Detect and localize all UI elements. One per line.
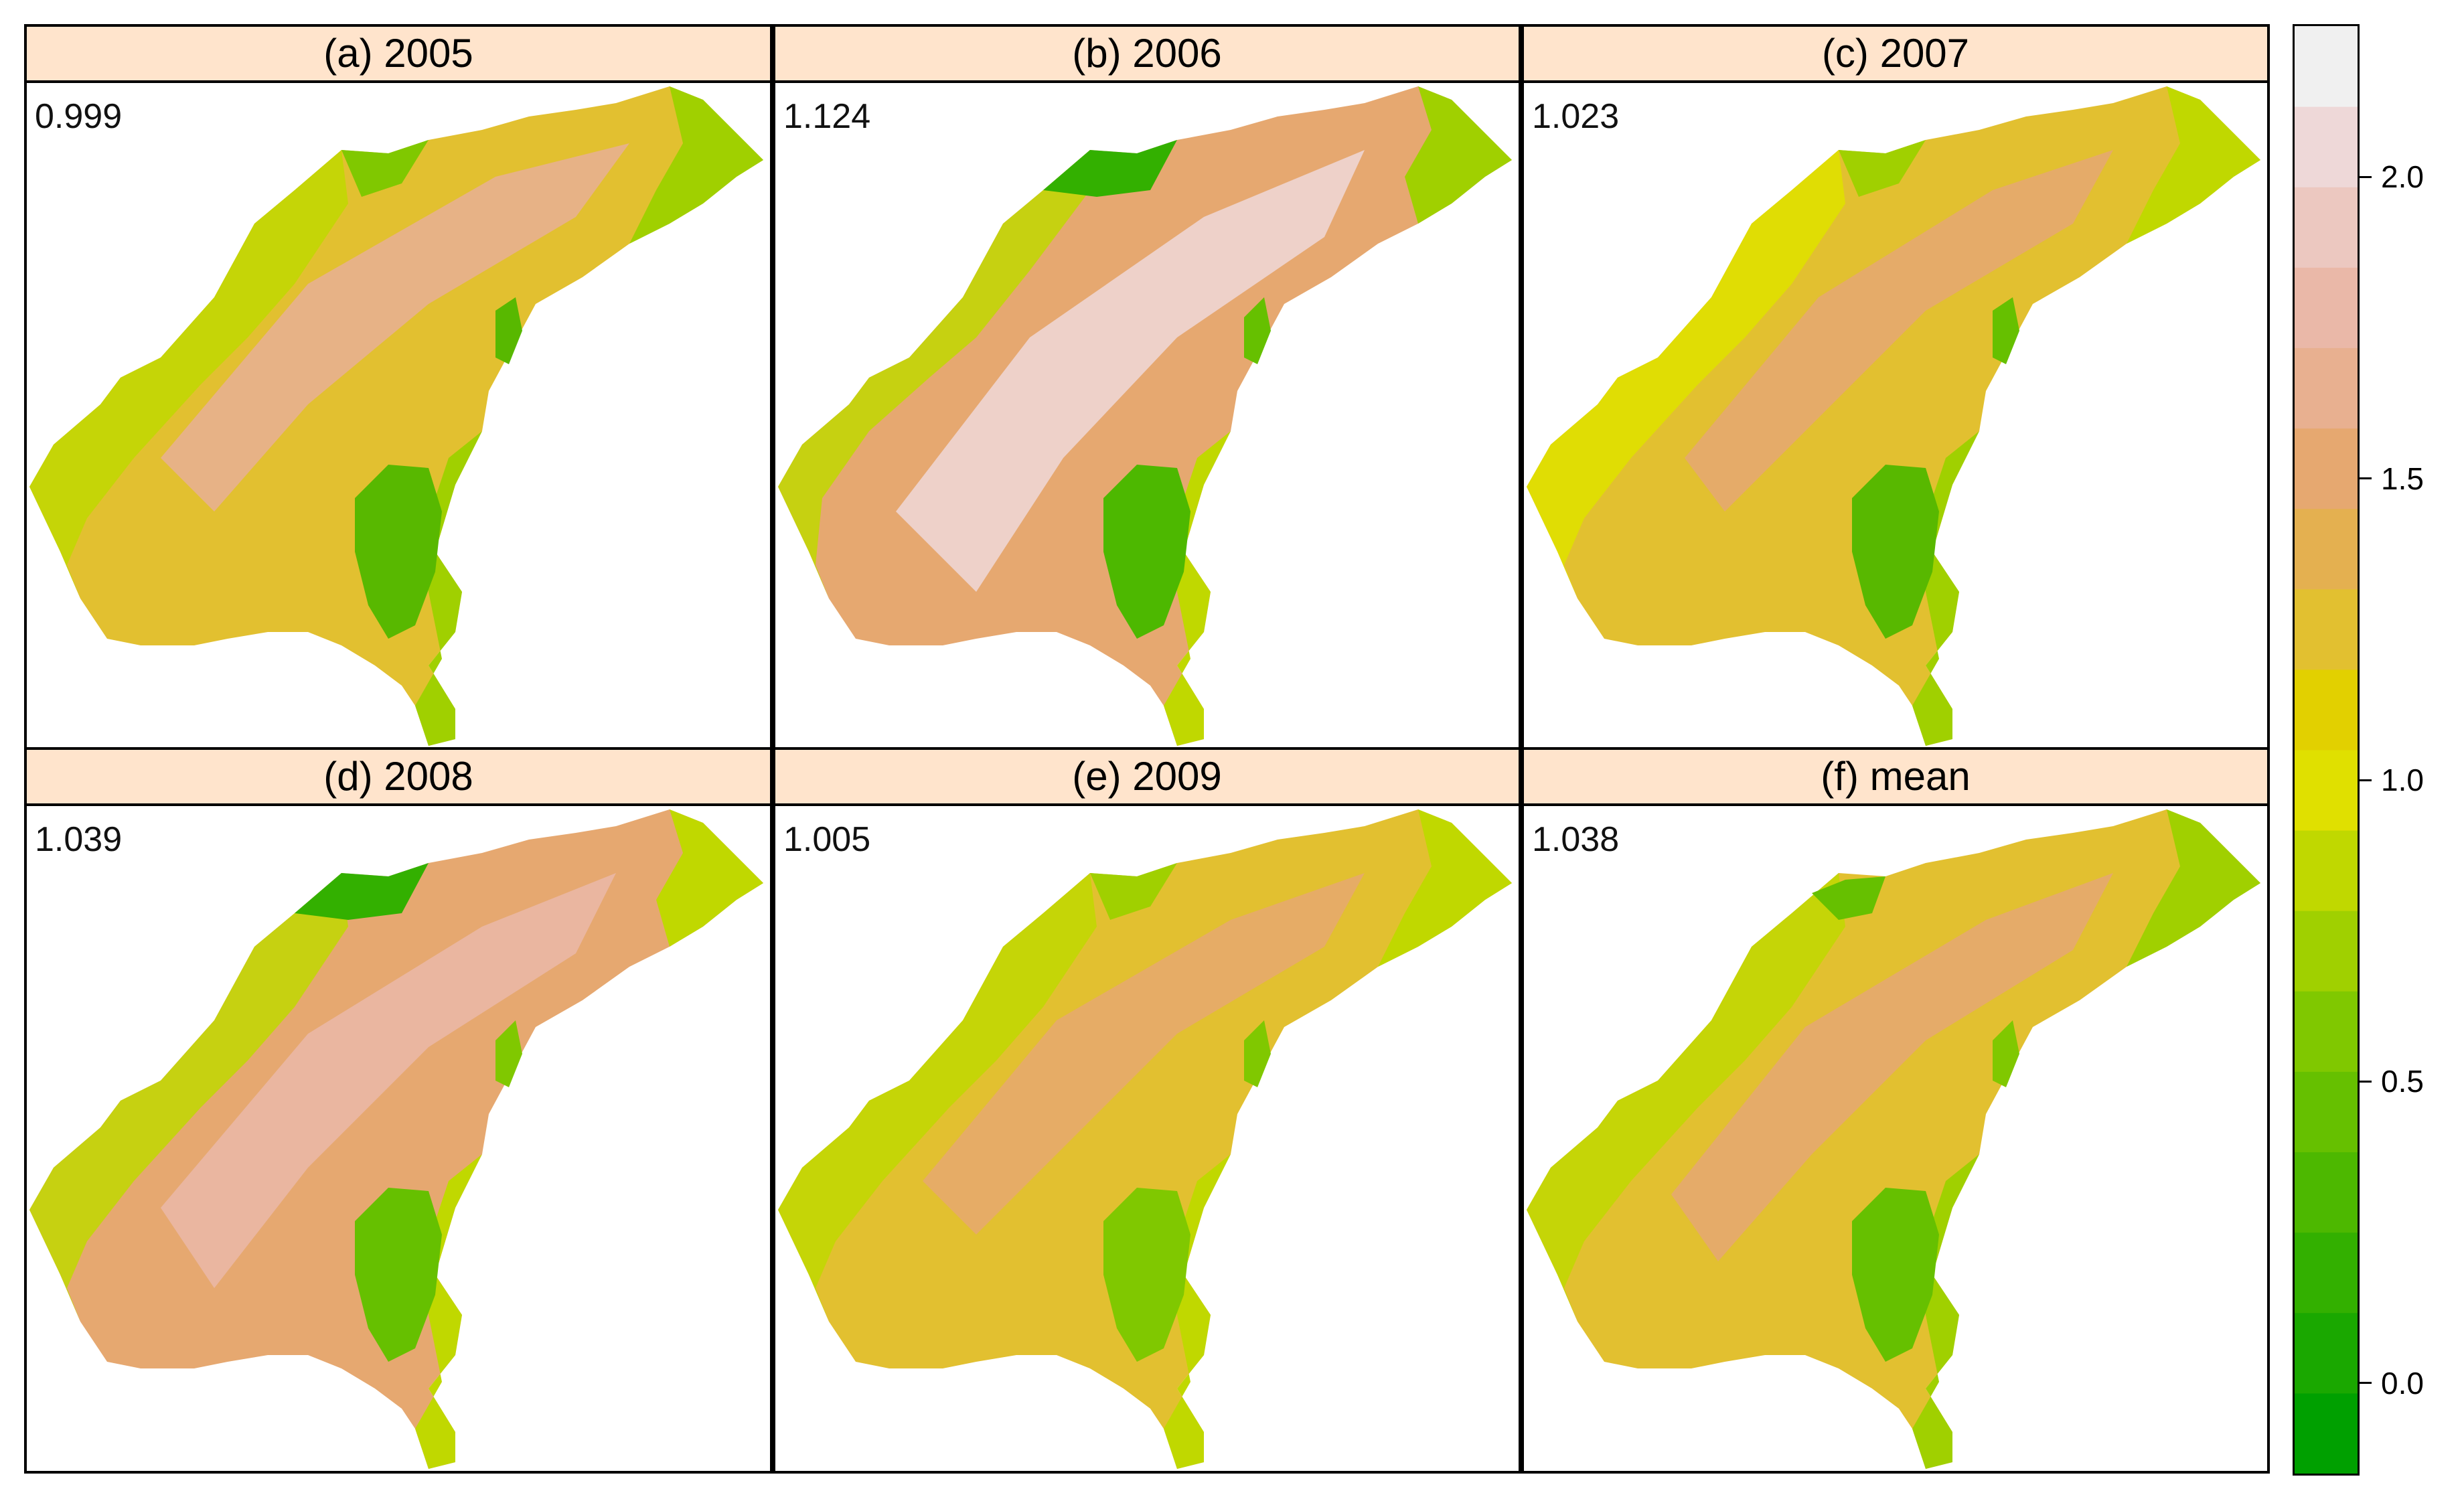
color-key-tick-mark — [2360, 1382, 2372, 1385]
color-key-tick-label: 0.5 — [2381, 1064, 2424, 1099]
panel-title: (e) 2009 — [1072, 754, 1222, 799]
panel-strip: (f) mean — [1524, 750, 2267, 806]
panel-title: (d) 2008 — [323, 754, 473, 799]
panel-value: 1.039 — [35, 820, 123, 859]
color-key-tick-label: 1.5 — [2381, 461, 2424, 496]
color-key-band — [2295, 187, 2358, 268]
panel-value: 1.038 — [1532, 820, 1620, 859]
panel-2006: (b) 2006 1.124 — [773, 24, 1521, 751]
panel-strip: (c) 2007 — [1524, 27, 2267, 83]
panel-grid: (a) 2005 0.999 (b) 2006 1.124 — [24, 24, 2271, 1474]
panel-2009: (e) 2009 1.005 — [773, 747, 1521, 1474]
panel-strip: (a) 2005 — [27, 27, 770, 83]
panel-2008: (d) 2008 1.039 — [24, 747, 773, 1474]
color-key-band — [2295, 347, 2358, 429]
panel-title: (a) 2005 — [323, 31, 473, 76]
map-2009 — [778, 809, 1512, 1469]
color-key-band — [2295, 1071, 2358, 1153]
color-key-tick-mark — [2360, 779, 2372, 781]
panel-title: (c) 2007 — [1821, 31, 1970, 76]
map-2005 — [29, 86, 763, 746]
color-key-band — [2295, 1232, 2358, 1314]
panel-title: (f) mean — [1821, 754, 1971, 799]
color-key-tick-label: 0.0 — [2381, 1365, 2424, 1401]
map-mean — [1527, 809, 2260, 1469]
map-2008 — [29, 809, 763, 1469]
color-key — [2293, 24, 2360, 1476]
panel-2005: (a) 2005 0.999 — [24, 24, 773, 751]
color-key-tick-label: 2.0 — [2381, 159, 2424, 195]
color-key-band — [2295, 1312, 2358, 1394]
panel-strip: (b) 2006 — [775, 27, 1519, 83]
color-key-band — [2295, 588, 2358, 670]
panel-value: 1.023 — [1532, 97, 1620, 136]
panel-strip: (e) 2009 — [775, 750, 1519, 806]
color-key-band — [2295, 750, 2358, 831]
color-key-band — [2295, 830, 2358, 911]
panel-strip: (d) 2008 — [27, 750, 770, 806]
color-key-tick-label: 1.0 — [2381, 763, 2424, 798]
map-2006 — [778, 86, 1512, 746]
panel-value: 0.999 — [35, 97, 123, 136]
panel-2007: (c) 2007 1.023 — [1521, 24, 2270, 751]
map-2007 — [1527, 86, 2260, 746]
color-key-band — [2295, 991, 2358, 1072]
panel-value: 1.124 — [783, 97, 871, 136]
panel-value: 1.005 — [783, 820, 871, 859]
panel-title: (b) 2006 — [1072, 31, 1222, 76]
color-key-tick-mark — [2360, 175, 2372, 178]
color-key-band — [2295, 911, 2358, 992]
color-key-bar — [2295, 26, 2358, 1474]
color-key-band — [2295, 428, 2358, 509]
color-key-band — [2295, 1152, 2358, 1233]
color-key-tick-mark — [2360, 1080, 2372, 1083]
color-key-band — [2295, 106, 2358, 187]
color-key-band — [2295, 508, 2358, 590]
color-key-band — [2295, 267, 2358, 348]
color-key-tick-mark — [2360, 477, 2372, 480]
color-key-band — [2295, 1393, 2358, 1474]
color-key-band — [2295, 669, 2358, 751]
color-key-band — [2295, 26, 2358, 107]
panel-mean: (f) mean 1.038 — [1521, 747, 2270, 1474]
